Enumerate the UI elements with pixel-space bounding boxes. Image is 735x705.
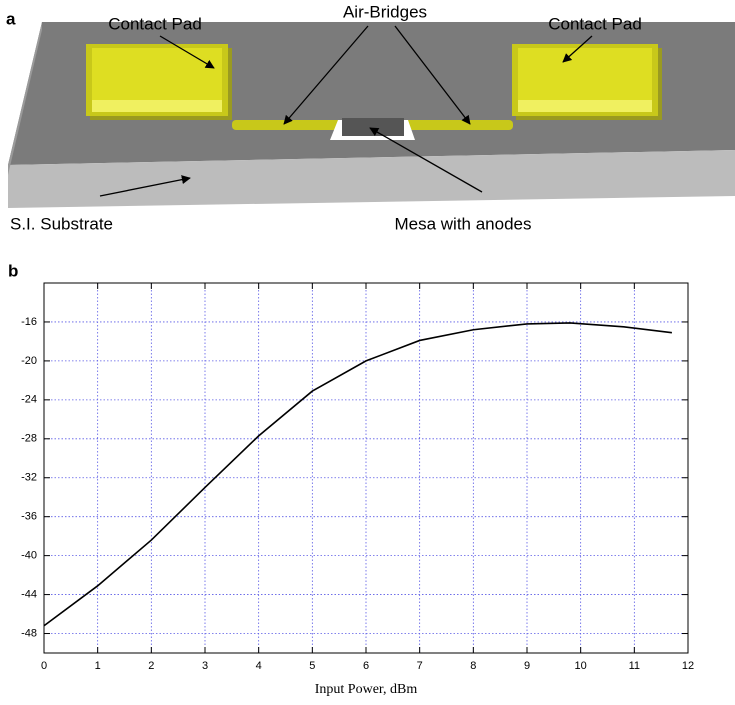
device-rendering bbox=[8, 22, 735, 208]
x-tick-label: 5 bbox=[309, 660, 315, 672]
y-tick-label: -36 bbox=[21, 511, 37, 523]
x-tick-label: 2 bbox=[148, 660, 154, 672]
y-tick-label: -28 bbox=[21, 433, 37, 445]
x-tick-label: 1 bbox=[95, 660, 101, 672]
y-tick-label: -20 bbox=[21, 355, 37, 367]
x-tick-label: 11 bbox=[629, 660, 640, 672]
x-tick-label: 9 bbox=[524, 660, 530, 672]
x-axis-label: Input Power, dBm bbox=[315, 682, 418, 697]
annotation: Contact Pad bbox=[548, 14, 642, 33]
x-tick-label: 8 bbox=[470, 660, 476, 672]
annotation: S.I. Substrate bbox=[10, 214, 113, 233]
y-tick-label: -44 bbox=[21, 588, 37, 600]
figure: a Contact Pad Air-Bridges Contact Pad S.… bbox=[0, 0, 735, 705]
x-tick-label: 6 bbox=[363, 660, 369, 672]
panel-label: b bbox=[8, 261, 18, 280]
x-tick-label: 3 bbox=[202, 660, 208, 672]
plot-frame bbox=[44, 283, 688, 653]
annotation: Contact Pad bbox=[108, 14, 202, 33]
y-tick-label: -24 bbox=[21, 394, 37, 406]
y-tick-label: -16 bbox=[21, 316, 37, 328]
y-tick-label: -48 bbox=[21, 627, 37, 639]
x-tick-label: 0 bbox=[41, 660, 47, 672]
annotation: Mesa with anodes bbox=[394, 214, 531, 233]
x-tick-label: 12 bbox=[682, 660, 694, 672]
x-tick-label: 10 bbox=[575, 660, 587, 672]
y-tick-label: -40 bbox=[21, 550, 37, 562]
y-tick-label: -32 bbox=[21, 472, 37, 484]
data-line bbox=[44, 323, 672, 626]
x-tick-label: 7 bbox=[417, 660, 423, 672]
x-tick-label: 4 bbox=[256, 660, 262, 672]
annotation: Air-Bridges bbox=[343, 2, 427, 21]
panel-label: a bbox=[6, 9, 16, 28]
